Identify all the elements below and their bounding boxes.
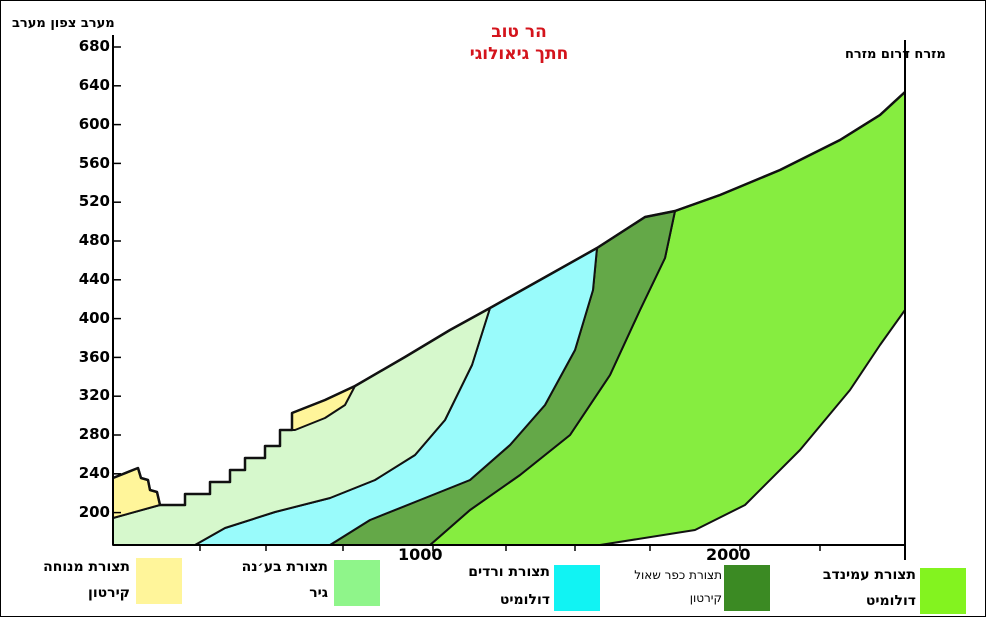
y-tick-label: 560 xyxy=(78,154,110,172)
surface-line xyxy=(112,91,906,507)
legend-kfar-shaul-swatch xyxy=(724,565,770,611)
east-direction-label: מזרח דרום מזרח xyxy=(845,47,946,62)
y-tick-label: 400 xyxy=(78,309,110,327)
y-tick-marks xyxy=(113,46,121,514)
y-tick-label: 520 xyxy=(78,192,110,210)
legend-aminadav-lithology: דולומיט xyxy=(865,593,916,609)
legend-bina-name: תצורת בע׳נה xyxy=(241,559,328,575)
y-tick-label: 280 xyxy=(78,425,110,443)
legend-aminadav-swatch xyxy=(920,568,966,614)
legend-kfar-shaul-lithology: קירטון xyxy=(689,591,722,605)
y-tick-label: 640 xyxy=(78,76,110,94)
y-tick-label: 320 xyxy=(78,386,110,404)
title-line-1: הר טוב xyxy=(491,22,547,42)
y-tick-label: 600 xyxy=(78,115,110,133)
y-tick-label: 440 xyxy=(78,270,110,288)
title-line-2: חתך גיאולוגי xyxy=(469,44,569,64)
legend-menuha-name: תצורת מנוחה xyxy=(43,559,130,575)
y-tick-label: 360 xyxy=(78,348,110,366)
legend-menuha-swatch xyxy=(136,558,182,604)
legend-aminadav-name: תצורת עמינדב xyxy=(822,567,916,583)
y-tick-label: 200 xyxy=(78,503,110,521)
legend-vradim-lithology: דולומיט xyxy=(499,592,550,608)
y-tick-label: 240 xyxy=(78,464,110,482)
x-tick-label: 2000 xyxy=(706,545,751,564)
x-tick-label: 1000 xyxy=(398,545,443,564)
legend-bina-lithology: גיר xyxy=(309,585,328,601)
y-tick-label: 480 xyxy=(78,231,110,249)
legend-vradim-name: תצורת ורדים xyxy=(468,564,550,580)
legend-kfar-shaul-name: תצורת כפר שאול xyxy=(634,568,722,582)
legend-menuha-lithology: קירטון xyxy=(88,585,130,601)
x-tick-marks xyxy=(199,545,821,551)
legend-bina-swatch xyxy=(334,560,380,606)
west-direction-label: מערב צפון מערב xyxy=(12,16,115,31)
legend-vradim-swatch xyxy=(554,565,600,611)
y-tick-label: 680 xyxy=(78,37,110,55)
